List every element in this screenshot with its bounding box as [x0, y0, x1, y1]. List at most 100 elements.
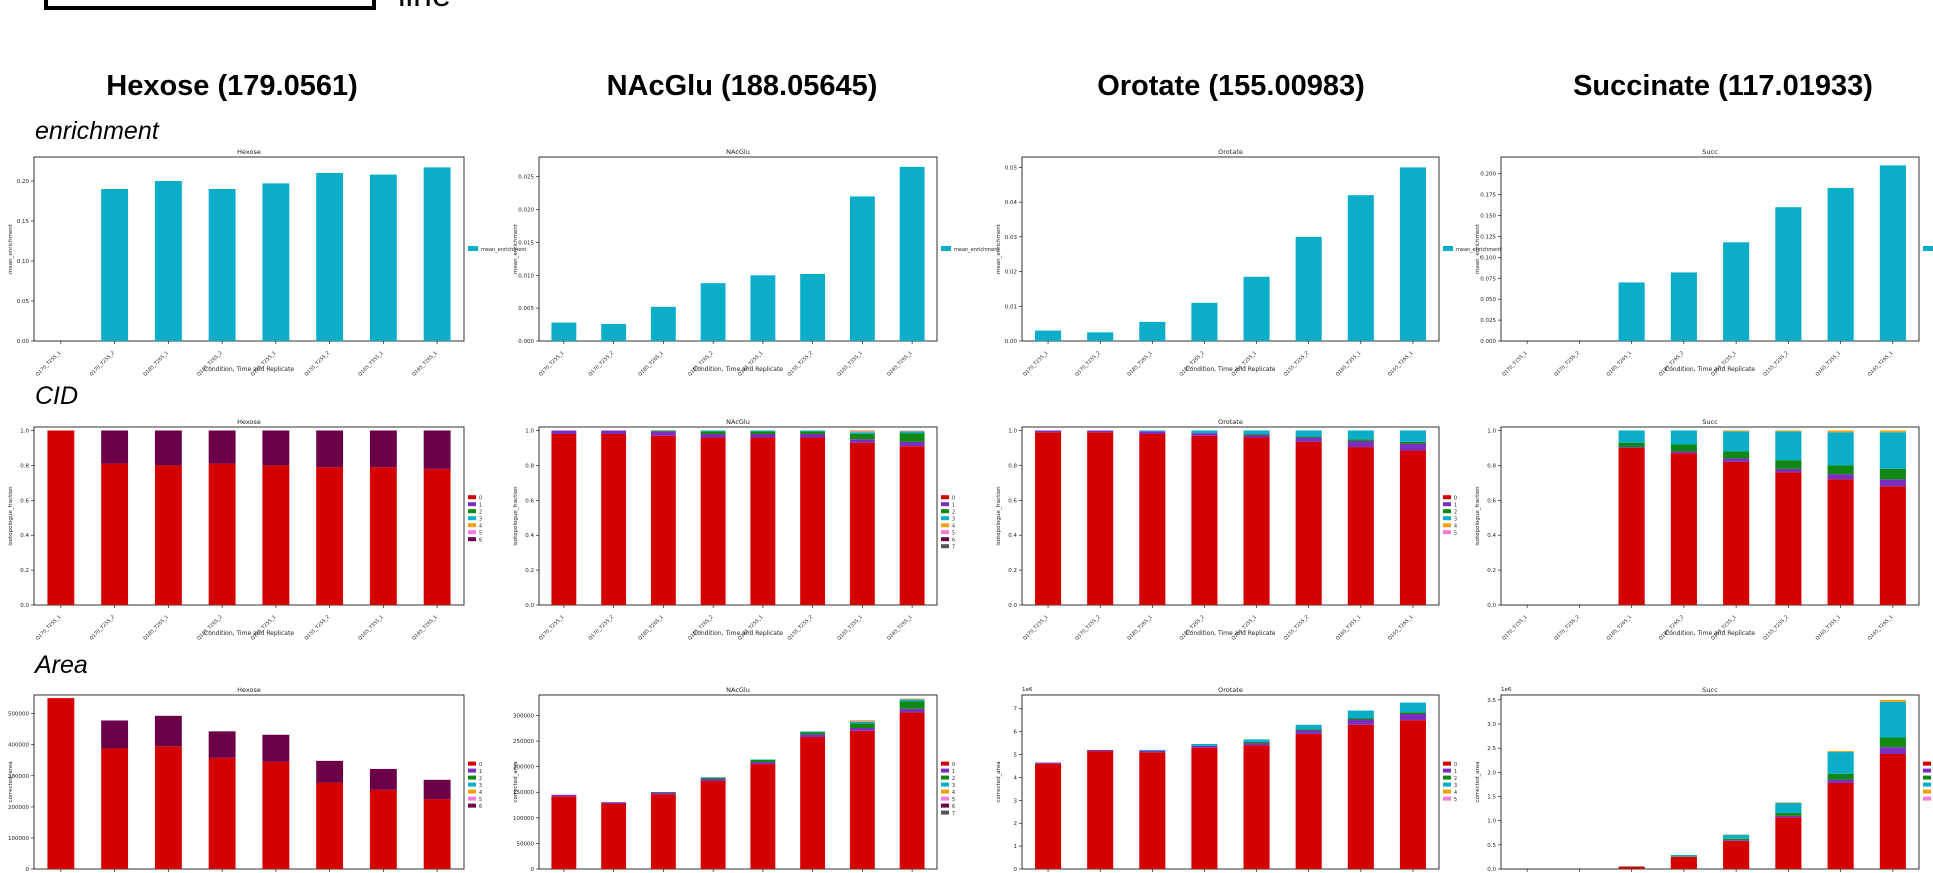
stacked-bar-segment	[1295, 437, 1322, 442]
stacked-bar-segment	[700, 780, 726, 869]
stacked-bar-segment	[700, 778, 726, 781]
legend-label: 3	[479, 783, 482, 789]
legend-label: 4	[952, 790, 955, 796]
y-tick-label: 6	[1014, 730, 1018, 736]
legend-label: 2	[1454, 776, 1457, 782]
y-tick-label: 0.0	[525, 603, 534, 609]
x-tick-label: Q165_T35S_1	[836, 350, 863, 377]
stacked-bar-segment	[154, 430, 182, 466]
bar	[1191, 302, 1218, 341]
y-axis-label: corrected_area	[513, 761, 519, 802]
legend-swatch	[1443, 768, 1451, 773]
bar	[1723, 242, 1750, 341]
y-tick-label: 200000	[513, 765, 534, 771]
legend-swatch	[941, 775, 949, 780]
plot-frame	[33, 426, 465, 606]
y-tick-label: 0.4	[1008, 533, 1017, 539]
x-tick-label: Q165_T35S_1	[1335, 350, 1362, 377]
legend-label: 3	[479, 517, 482, 523]
bar	[700, 283, 726, 341]
y-tick-label: 300000	[513, 713, 534, 719]
x-tick-label: Q155_T25S_1	[250, 350, 277, 377]
plot-frame	[1021, 426, 1440, 606]
legend-label: 0	[1454, 496, 1457, 502]
bar	[1139, 321, 1166, 341]
legend-label: 6	[479, 804, 482, 810]
legend-label: 2	[952, 776, 955, 782]
x-tick-label: Q170_T25S_2	[1074, 350, 1101, 377]
bar	[750, 275, 776, 341]
x-tick-label: Q170_T25S_1	[538, 350, 565, 377]
stacked-bar-segment	[750, 430, 776, 432]
x-tick-label: Q170_T25S_2	[1553, 614, 1580, 641]
y-tick-label: 150000	[513, 790, 534, 796]
stacked-bar-segment	[369, 467, 397, 605]
legend-swatch	[1443, 530, 1451, 535]
legend-swatch	[468, 789, 476, 794]
x-tick-label: Q185_T26S_2	[196, 614, 223, 641]
stacked-bar-segment	[1879, 701, 1906, 738]
chart-title: NAcGlu	[726, 686, 750, 694]
stacked-bar-segment	[1295, 430, 1322, 437]
y-tick-label: 0.000	[518, 339, 534, 345]
stacked-bar-segment	[1139, 431, 1166, 434]
stacked-bar-segment	[423, 430, 451, 469]
y-tick-label: 0.150	[1480, 214, 1496, 220]
stacked-bar-segment	[1618, 442, 1645, 448]
x-axis-label: Condition, Time and Replicate	[693, 630, 783, 637]
stacked-bar-segment	[1670, 856, 1697, 869]
legend-label: mean_enrichment	[954, 247, 999, 253]
y-tick-label: 0.075	[1480, 276, 1496, 282]
x-tick-label: Q155_T25S_2	[304, 614, 331, 641]
stacked-bar-segment	[1139, 433, 1166, 605]
stacked-bar-segment	[800, 734, 826, 737]
y-tick-label: 300000	[8, 774, 29, 780]
y-tick-label: 0.8	[525, 463, 534, 469]
legend-swatch	[468, 775, 476, 780]
bar	[1775, 207, 1802, 341]
legend-label: 5	[952, 797, 955, 803]
legend-label: 4	[952, 524, 955, 530]
y-tick-label: 0.2	[525, 568, 534, 574]
y-tick-label: 3.5	[1487, 698, 1496, 704]
stacked-bar-segment	[1139, 750, 1166, 753]
stacked-bar-segment	[849, 439, 875, 443]
stacked-bar-segment	[1618, 430, 1645, 443]
x-tick-label: Q185_T26S_1	[637, 350, 664, 377]
legend-swatch	[1443, 516, 1451, 521]
x-tick-label: Q155_T25S_1	[737, 350, 764, 377]
stacked-bar-segment	[1243, 743, 1270, 746]
legend-swatch	[1923, 246, 1933, 251]
legend-label: 1	[1454, 503, 1457, 509]
stacked-bar-segment	[800, 732, 826, 735]
stacked-bar-segment	[849, 728, 875, 731]
stacked-bar-segment	[1243, 745, 1270, 869]
bar	[1618, 282, 1645, 341]
x-tick-label: Q185_T26S_2	[1658, 350, 1685, 377]
y-tick-label: 100000	[8, 836, 29, 842]
x-tick-label: Q170_T25S_2	[588, 614, 615, 641]
plot-frame	[538, 156, 938, 342]
stacked-bar-segment	[1670, 854, 1697, 857]
legend-swatch	[468, 761, 476, 766]
stacked-bar-segment	[423, 799, 451, 869]
bar	[1399, 167, 1426, 341]
stacked-bar-segment	[1035, 763, 1062, 869]
stacked-bar-segment	[849, 721, 875, 724]
y-tick-label: 0.2	[20, 568, 29, 574]
x-tick-label: Q170_T25S_1	[35, 350, 62, 377]
legend-label: 2	[479, 776, 482, 782]
x-tick-label: Q155_T25S_1	[737, 614, 764, 641]
stacked-bar-segment	[849, 442, 875, 605]
x-tick-label: Q185_T26S_1	[1606, 350, 1633, 377]
stacked-bar-segment	[1035, 432, 1062, 605]
x-tick-label: Q170_T25S_2	[89, 350, 116, 377]
y-axis-label: mean_enrichment	[513, 223, 519, 274]
x-tick-label: Q155_T25S_1	[1710, 614, 1737, 641]
stacked-bar-segment	[1723, 431, 1750, 452]
y-tick-label: 2	[1014, 821, 1018, 827]
y-axis-label: isotopologue_fraction	[1475, 486, 1481, 546]
y-tick-label: 0.0	[1487, 867, 1496, 873]
stacked-bar-segment	[1191, 745, 1218, 748]
stacked-bar-segment	[1879, 753, 1906, 869]
